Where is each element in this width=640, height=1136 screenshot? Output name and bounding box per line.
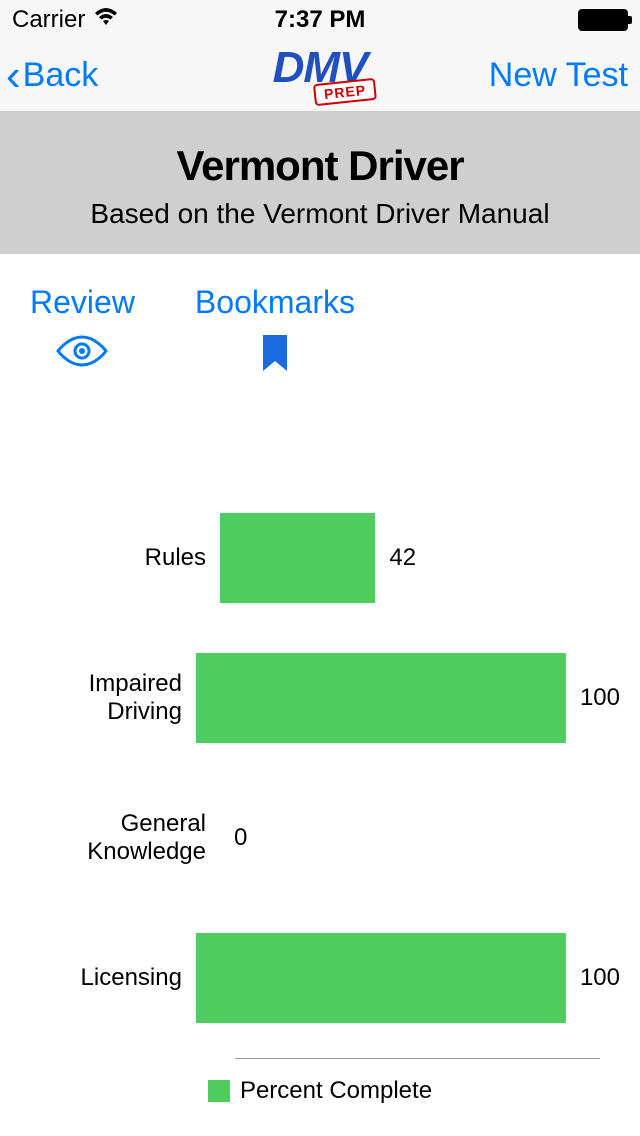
new-test-label: New Test: [489, 56, 628, 94]
chart-row: Licensing 100: [20, 908, 620, 1048]
bookmarks-label: Bookmarks: [195, 284, 355, 321]
chart-row-label: General Knowledge: [20, 810, 220, 866]
chart-row-label: Rules: [20, 544, 220, 572]
time-label: 7:37 PM: [275, 6, 366, 34]
legend-swatch: [208, 1080, 230, 1102]
header-section: Vermont Driver Based on the Vermont Driv…: [0, 112, 640, 254]
actions-row: Review Bookmarks: [0, 254, 640, 388]
nav-bar: ‹ Back DMV PREP New Test: [0, 40, 640, 112]
carrier-label: Carrier: [12, 6, 85, 34]
chart-bar: [196, 653, 566, 743]
chart-bar-container: 0: [220, 793, 620, 883]
battery-icon: [578, 9, 628, 31]
app-title: DMV PREP: [264, 48, 376, 104]
chart-bar: [220, 513, 375, 603]
chart-row: General Knowledge0: [20, 768, 620, 908]
bookmark-icon: [261, 333, 289, 378]
chevron-left-icon: ‹: [6, 54, 21, 98]
eye-icon: [54, 333, 110, 374]
status-bar: Carrier 7:37 PM: [0, 0, 640, 40]
chart-bar-container: 100: [196, 653, 620, 743]
chart-row-value: 100: [566, 684, 620, 712]
review-label: Review: [30, 284, 135, 321]
chart-row-value: 42: [375, 544, 416, 572]
new-test-button[interactable]: New Test: [489, 56, 628, 95]
title-badge: PREP: [313, 78, 377, 106]
chart-row-value: 0: [220, 824, 247, 852]
back-button[interactable]: ‹ Back: [6, 54, 98, 98]
chart-row: Rules 42: [20, 488, 620, 628]
bookmarks-button[interactable]: Bookmarks: [195, 284, 355, 378]
chart-row-label: Impaired Driving: [20, 670, 196, 726]
chart-divider: [235, 1058, 600, 1059]
legend-label: Percent Complete: [240, 1077, 432, 1105]
chart-row-value: 100: [566, 964, 620, 992]
chart-bar-container: 100: [196, 933, 620, 1023]
chart-row-label: Licensing: [20, 964, 196, 992]
back-label: Back: [23, 56, 99, 95]
review-button[interactable]: Review: [30, 284, 135, 378]
progress-chart: Rules 42 Impaired Driving 100 General Knowle…: [0, 388, 640, 1125]
chart-bar-container: 42: [220, 513, 620, 603]
chart-row: Impaired Driving 100: [20, 628, 620, 768]
page-subtitle: Based on the Vermont Driver Manual: [20, 198, 620, 230]
chart-legend: Percent Complete: [20, 1077, 620, 1105]
chart-bar: [196, 933, 566, 1023]
wifi-icon: [93, 6, 119, 34]
page-title: Vermont Driver: [20, 142, 620, 190]
